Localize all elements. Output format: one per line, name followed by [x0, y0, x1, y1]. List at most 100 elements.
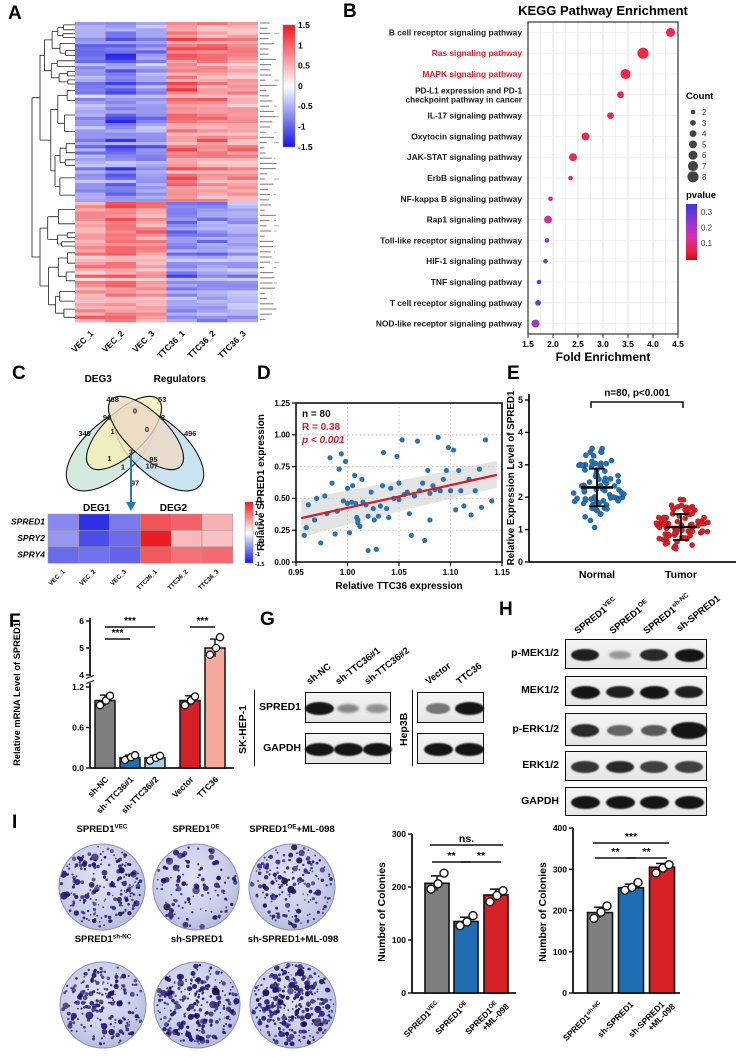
- colonies: [249, 844, 333, 929]
- svg-text:0.95: 0.95: [288, 568, 304, 577]
- svg-text:VEC_2: VEC_2: [100, 328, 126, 354]
- blot-box: [565, 787, 707, 816]
- svg-text:VEC_1: VEC_1: [69, 328, 95, 354]
- venn-diagram: DEG3 Regulators DEG1 DEG2 468 53 96 0 2 340 1 0 496 3…: [65, 374, 206, 514]
- protein-band: [570, 648, 600, 662]
- blot-row-label: SPRED1: [258, 701, 301, 713]
- protein-band: [609, 650, 631, 660]
- svg-text:HIF-1 signaling pathway: HIF-1 signaling pathway: [426, 256, 522, 266]
- svg-text:4: 4: [518, 427, 523, 437]
- significance-label: n=80, p<0.001: [604, 388, 670, 399]
- svg-text:0.0: 0.0: [72, 763, 84, 773]
- panel-h-western-blot: SPRED1VEC SPRED1OE SPRED1sh-NC sh-SPRED1 p-M…: [495, 592, 744, 830]
- protein-band: [454, 702, 484, 715]
- svg-text:0.5: 0.5: [255, 521, 263, 527]
- svg-text:1: 1: [298, 40, 303, 50]
- svg-text:1: 1: [518, 525, 523, 535]
- svg-text:TTC36_3: TTC36_3: [216, 328, 248, 360]
- svg-text:TTC36_1: TTC36_1: [155, 328, 187, 360]
- svg-text:0.6: 0.6: [72, 723, 84, 733]
- protein-band: [639, 796, 669, 809]
- svg-text:1.5: 1.5: [255, 501, 263, 507]
- dish-label: SPRED1OE+ML-098: [249, 824, 334, 836]
- svg-text:TNF signaling pathway: TNF signaling pathway: [431, 277, 523, 287]
- svg-text:IL-17 signaling pathway: IL-17 signaling pathway: [428, 111, 523, 121]
- svg-text:**: **: [447, 850, 456, 862]
- svg-text:VEC_3: VEC_3: [109, 568, 128, 587]
- protein-band: [454, 743, 484, 756]
- svg-text:200: 200: [553, 906, 567, 916]
- svg-text:7: 7: [702, 162, 707, 171]
- svg-text:400: 400: [553, 823, 567, 833]
- dish-label: sh-SPRED1+ML-098: [248, 934, 339, 945]
- svg-text:95: 95: [149, 455, 157, 464]
- panel-label-f: F: [9, 611, 21, 632]
- panel-label-a: A: [8, 3, 22, 24]
- culture-dish: [59, 961, 147, 1049]
- svg-text:-0.5: -0.5: [298, 101, 313, 111]
- protein-band: [640, 761, 668, 773]
- enrichment-dots: [531, 27, 675, 328]
- protein-band: [674, 648, 704, 662]
- svg-text:300: 300: [553, 864, 567, 874]
- significance-bracket: [590, 401, 684, 408]
- dish-label: sh-SPRED1: [171, 934, 224, 945]
- panel-label-h: H: [499, 599, 513, 620]
- blot-box: [565, 713, 708, 746]
- protein-band: [570, 796, 600, 809]
- svg-text:0: 0: [255, 532, 258, 538]
- protein-band: [304, 702, 334, 715]
- svg-text:Rap1 signaling pathway: Rap1 signaling pathway: [427, 215, 523, 225]
- dish-label: SPRED1sh-NC: [75, 934, 132, 946]
- svg-text:Vector: Vector: [170, 774, 196, 800]
- dish-label: SPRED1VEC: [77, 824, 128, 836]
- protein-band: [605, 685, 635, 699]
- protein-band: [337, 703, 359, 714]
- svg-text:Toll-like receptor signaling p: Toll-like receptor signaling pathway: [380, 235, 522, 245]
- protein-band: [362, 743, 392, 756]
- svg-text:VEC_1: VEC_1: [48, 568, 67, 587]
- panel-label-i: I: [12, 812, 18, 833]
- svg-text:***: ***: [124, 616, 136, 627]
- svg-text:NOD-like receptor signaling pa: NOD-like receptor signaling pathway: [376, 319, 522, 329]
- svg-text:1.5: 1.5: [298, 20, 310, 30]
- svg-text:ns.: ns.: [459, 833, 474, 845]
- svg-text:PD-L1 expression and PD-1: PD-L1 expression and PD-1: [415, 86, 522, 95]
- svg-text:0.00: 0.00: [274, 558, 290, 567]
- colonies: [251, 962, 335, 1047]
- colorbar: [282, 24, 296, 148]
- svg-text:1.05: 1.05: [391, 568, 407, 577]
- svg-text:3: 3: [518, 460, 523, 470]
- svg-text:4: 4: [79, 670, 84, 680]
- svg-text:1.2: 1.2: [72, 682, 84, 692]
- svg-text:0.1: 0.1: [701, 239, 713, 248]
- panel-label-d: D: [257, 363, 271, 384]
- svg-text:**: **: [611, 846, 620, 858]
- protein-band: [675, 761, 703, 773]
- svg-text:SPRED1: SPRED1: [11, 517, 45, 527]
- svg-text:1.10: 1.10: [443, 568, 459, 577]
- legend-pvalue: pvalue 0.3 0.2 0.1: [686, 190, 716, 260]
- svg-text:4.0: 4.0: [647, 339, 659, 349]
- svg-text:5: 5: [518, 395, 523, 405]
- panel-b-kegg-dotplot: KEGG Pathway Enrichment B cell receptor s…: [376, 3, 716, 364]
- svg-text:0.25: 0.25: [274, 526, 290, 535]
- svg-text:DEG3: DEG3: [85, 374, 113, 385]
- svg-text:Ras signaling pathway: Ras signaling pathway: [432, 48, 523, 58]
- svg-text:-1: -1: [298, 122, 306, 132]
- blot-box: [565, 751, 707, 781]
- svg-text:TTC36_1: TTC36_1: [136, 568, 160, 592]
- svg-text:3.0: 3.0: [597, 339, 609, 349]
- protein-band: [670, 722, 708, 739]
- protein-band: [333, 743, 363, 756]
- protein-band: [607, 724, 633, 737]
- svg-text:***: ***: [197, 616, 209, 627]
- stats-annotation: n = 80 R = 0.38 p < 0.001: [301, 409, 345, 446]
- bars: [94, 632, 226, 769]
- y-axis-label: Relative Expression Level of SPRED1: [506, 390, 517, 565]
- svg-text:NF-kappa B signaling pathway: NF-kappa B signaling pathway: [401, 194, 523, 204]
- svg-text:200: 200: [392, 882, 406, 892]
